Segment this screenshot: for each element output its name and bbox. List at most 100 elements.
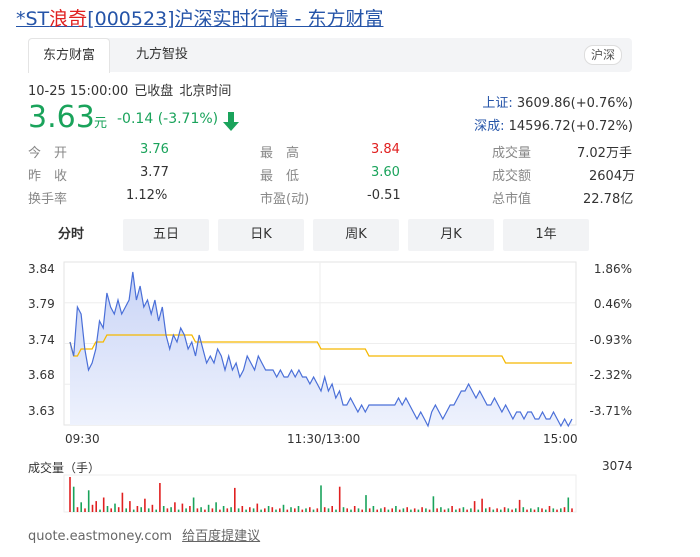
volume-bar [106,506,109,512]
index-shenzhen[interactable]: 深成: 14596.72(+0.72%) [474,115,633,134]
volume-bar [331,506,333,512]
volume-bar [312,509,315,512]
volume-bar [72,486,75,512]
volume-bar [177,509,180,512]
volume-bar [114,503,116,512]
volume-bar [477,509,480,512]
volume-bar [121,492,124,512]
volume-bar [136,506,139,512]
timezone-label: 北京时间 [179,84,232,99]
volume-bar [84,508,86,512]
y-tick: 3.63 [28,404,55,418]
volume-bar [380,508,382,512]
volume-bar [436,508,438,512]
volume-bar [162,506,165,512]
low-label: 最 低 [260,169,300,184]
volume-bar [413,508,416,512]
volume-bar [552,508,555,512]
volume-bar [473,501,476,512]
volume-bar [432,496,435,512]
amount-value: 2604万 [589,169,636,184]
volume-bar [264,508,266,512]
change-value: -0.14 [117,111,154,127]
turnover-value: 1.12% [126,188,168,203]
volume-bar [503,507,506,512]
volume-bar [353,506,356,512]
volume-bar [455,509,457,512]
volume-bar [560,508,562,512]
index-shanghai[interactable]: 上证: 3609.86(+0.76%) [482,92,633,111]
volume-bar [496,508,498,512]
pct-tick: -0.93% [589,333,632,347]
volume-bar [185,508,187,512]
volume-bar [428,509,431,512]
volume-bar [91,504,94,512]
volume-bar [391,508,393,512]
index-name: 深成: [474,119,505,134]
tab-jiufang[interactable]: 九方智投 [136,47,189,62]
tab-daily-k[interactable]: 日K [218,219,304,251]
volume-bar [350,509,352,512]
volume-bar [556,509,558,512]
volume-bar [365,495,367,512]
volume-bar [102,497,105,512]
volume-bar [522,507,525,512]
trade-time: 10-25 15:00:00 [28,84,129,99]
volume-bar [338,486,341,512]
volume-bar [170,507,172,512]
volume-bar [80,502,82,512]
volume-bar [387,509,390,512]
volume-bar [226,508,229,512]
volume-bar [466,509,468,512]
volume-bar [316,508,319,512]
volume-bar [327,508,330,512]
price-line [69,271,573,428]
tab-intraday[interactable]: 分时 [28,219,114,251]
volume-bar [443,509,446,512]
price-area [70,272,572,426]
volume-bar [147,508,150,512]
tab-eastmoney[interactable]: 东方财富 [28,38,111,73]
avg-price-line [69,334,572,364]
volume-bar [451,506,453,512]
volume-bar [271,507,274,512]
open-label: 今 开 [28,146,68,161]
volume-value: 7.02万手 [577,146,632,161]
tab-one-year[interactable]: 1年 [503,219,589,251]
volume-bar [211,508,214,512]
y-tick: 3.68 [28,368,55,382]
index-value: 3609.86(+0.76%) [516,96,633,111]
page-title[interactable]: *ST浪奇[000523]沪深实时行情 - 东方财富 [16,4,383,31]
trade-status: 10-25 15:00:00 已收盘 北京时间 [28,80,237,99]
tab-five-day[interactable]: 五日 [123,219,209,251]
high-value: 3.84 [371,142,400,157]
volume-bar [297,506,300,512]
volume-bar [249,507,251,512]
volume-bar [342,507,345,512]
volume-bar [110,508,112,512]
volume-bar [207,504,210,512]
tab-weekly-k[interactable]: 周K [313,219,399,251]
volume-bar [301,509,304,512]
change-percent: (-3.71%) [157,111,219,127]
volume-bar [129,501,131,512]
volume-bar [548,506,551,512]
volume-bar [530,508,532,512]
market-badge[interactable]: 沪深 [583,45,622,65]
volume-bar [545,509,547,512]
open-value: 3.76 [140,142,169,157]
volume-bar [417,509,420,512]
volume-bar [458,508,461,512]
amount-label: 成交额 [492,169,532,184]
x-tick: 09:30 [65,432,100,446]
pe-label: 市盈(动) [260,192,310,207]
prev-close-value: 3.77 [140,165,169,180]
volume-bar [219,509,221,512]
volume-bar [305,508,307,512]
tab-monthly-k[interactable]: 月K [408,219,494,251]
feedback-link[interactable]: 给百度提建议 [182,529,261,544]
volume-bar [294,508,296,512]
volume-bar [189,506,191,512]
y-tick: 3.74 [28,333,55,347]
